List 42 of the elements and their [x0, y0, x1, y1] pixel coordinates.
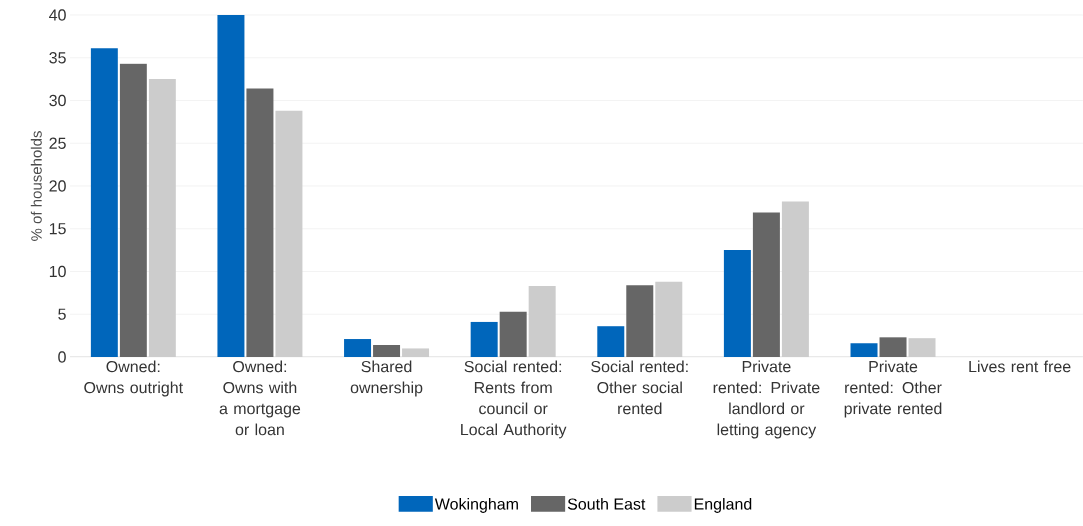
- x-tick-label: Private rented: Private landlord or letting agency: [713, 360, 820, 439]
- bar: [217, 14, 245, 357]
- x-tick-label: Social rented: Rents from council or Local Authority: [461, 360, 567, 439]
- y-tick-label: 0: [58, 351, 66, 363]
- bar: [148, 79, 176, 357]
- x-tick-label: Owned: Owns with a mortgage or loan: [219, 360, 301, 436]
- y-tick-label: 40: [49, 9, 66, 21]
- bar: [655, 281, 683, 357]
- y-tick-label: 5: [58, 308, 66, 320]
- x-tick-label: Owned: Owns outright: [84, 360, 183, 397]
- y-tick-label: 30: [49, 94, 66, 107]
- x-tick-label: Lives rent free: [969, 360, 1071, 373]
- bar: [752, 212, 780, 357]
- bar: [626, 285, 654, 357]
- bar: [119, 63, 147, 357]
- bar: [879, 337, 907, 357]
- y-axis-title: % of households: [30, 131, 42, 241]
- legend-label: England: [694, 497, 752, 513]
- bar: [528, 286, 556, 357]
- bar: [723, 250, 751, 357]
- y-tick-label: 10: [49, 265, 66, 278]
- bar: [781, 201, 809, 357]
- bar: [499, 311, 527, 357]
- legend-label: South East: [567, 497, 646, 510]
- legend-label: Wokingham: [434, 497, 518, 513]
- bar: [850, 343, 878, 357]
- y-tick-label: 20: [49, 180, 66, 192]
- bar: [344, 339, 372, 357]
- x-tick-label: Private rented: Other private rented: [844, 360, 942, 418]
- x-tick-label: Social rented: Other social rented: [591, 360, 688, 415]
- bar: [373, 345, 401, 357]
- bar: [90, 48, 118, 357]
- bar: [908, 338, 936, 357]
- bar: [597, 326, 625, 357]
- y-tick-label: 15: [49, 223, 66, 235]
- bar: [470, 321, 498, 357]
- y-tick-label: 35: [49, 52, 66, 64]
- x-tick-label: Shared ownership: [350, 360, 423, 397]
- bar: [402, 348, 430, 357]
- y-tick-label: 25: [49, 137, 66, 149]
- bar: [246, 88, 274, 357]
- bar: [275, 110, 303, 357]
